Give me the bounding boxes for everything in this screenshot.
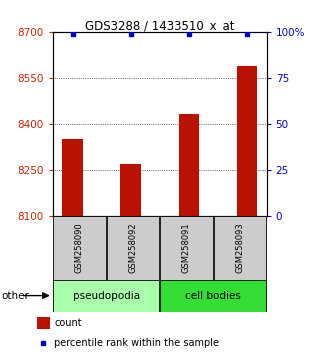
Text: GSM258091: GSM258091 <box>182 222 191 273</box>
Text: GSM258093: GSM258093 <box>235 222 244 273</box>
Text: GSM258090: GSM258090 <box>75 222 84 273</box>
Bar <box>160 280 266 312</box>
Bar <box>237 65 257 216</box>
Bar <box>53 216 106 280</box>
Text: count: count <box>55 318 82 328</box>
Text: cell bodies: cell bodies <box>185 291 241 301</box>
Bar <box>107 216 159 280</box>
Text: GSM258092: GSM258092 <box>128 222 137 273</box>
Bar <box>37 317 50 329</box>
Text: pseudopodia: pseudopodia <box>73 291 140 301</box>
Text: percentile rank within the sample: percentile rank within the sample <box>55 338 219 348</box>
Bar <box>62 139 83 216</box>
Title: GDS3288 / 1433510_x_at: GDS3288 / 1433510_x_at <box>85 19 234 32</box>
Bar <box>53 280 159 312</box>
Bar <box>121 164 141 216</box>
Bar <box>160 216 213 280</box>
Bar <box>179 114 199 216</box>
Bar <box>214 216 266 280</box>
Text: other: other <box>2 291 29 301</box>
